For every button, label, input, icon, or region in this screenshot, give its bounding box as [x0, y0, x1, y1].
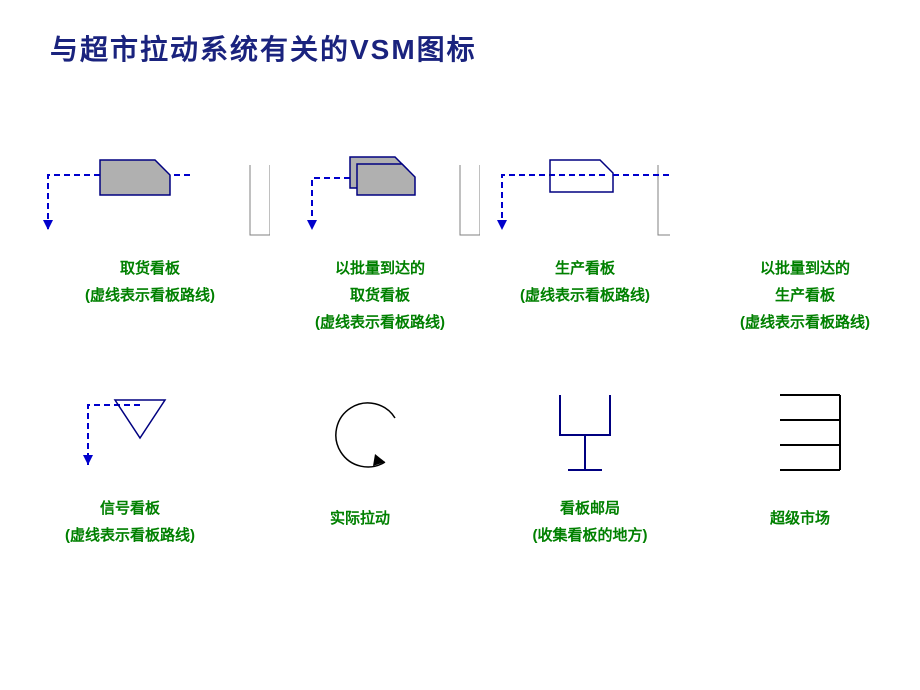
- label-line: (虚线表示看板路线): [60, 282, 240, 309]
- icon-row-2: 信号看板 (虚线表示看板路线) 实际拉动 看板邮局 (收集看板的地方) 超级市场: [0, 390, 920, 610]
- production-kanban-icon: [490, 150, 670, 250]
- batch-withdrawal-kanban-icon: [300, 150, 480, 250]
- icon-row-1: 取货看板 (虚线表示看板路线) 以批量到达的 取货看板 (虚线表示看板路线) 生…: [0, 150, 920, 350]
- label-line: 取货看板: [290, 282, 470, 309]
- physical-pull-icon: [300, 390, 430, 480]
- production-kanban-label: 生产看板 (虚线表示看板路线): [495, 255, 675, 309]
- batch-withdrawal-label: 以批量到达的 取货看板 (虚线表示看板路线): [290, 255, 470, 336]
- label-line: 生产看板: [715, 282, 895, 309]
- kanban-post-icon: [530, 390, 640, 480]
- batch-production-label: 以批量到达的 生产看板 (虚线表示看板路线): [715, 255, 895, 336]
- withdrawal-kanban-label: 取货看板 (虚线表示看板路线): [60, 255, 240, 309]
- label-line: 实际拉动: [280, 505, 440, 532]
- page-title: 与超市拉动系统有关的VSM图标: [50, 28, 477, 68]
- signal-kanban-label: 信号看板 (虚线表示看板路线): [30, 495, 230, 549]
- physical-pull-label: 实际拉动: [280, 505, 440, 532]
- label-line: 以批量到达的: [715, 255, 895, 282]
- label-line: 超级市场: [730, 505, 870, 532]
- kanban-post-label: 看板邮局 (收集看板的地方): [500, 495, 680, 549]
- label-line: 信号看板: [30, 495, 230, 522]
- label-line: (虚线表示看板路线): [30, 522, 230, 549]
- withdrawal-kanban-icon: [40, 150, 270, 250]
- label-line: 取货看板: [60, 255, 240, 282]
- label-line: (虚线表示看板路线): [715, 309, 895, 336]
- label-line: (收集看板的地方): [500, 522, 680, 549]
- supermarket-label: 超级市场: [730, 505, 870, 532]
- signal-kanban-icon: [70, 390, 200, 480]
- label-line: (虚线表示看板路线): [290, 309, 470, 336]
- label-line: 看板邮局: [500, 495, 680, 522]
- label-line: 生产看板: [495, 255, 675, 282]
- supermarket-icon: [750, 390, 860, 480]
- label-line: (虚线表示看板路线): [495, 282, 675, 309]
- label-line: 以批量到达的: [290, 255, 470, 282]
